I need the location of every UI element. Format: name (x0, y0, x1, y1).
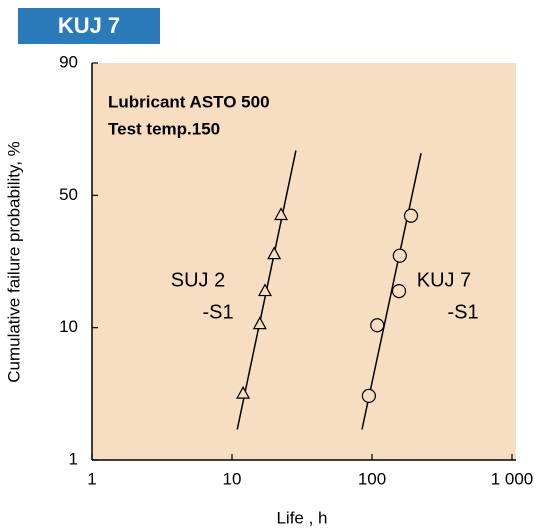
circle-marker (391, 284, 407, 299)
plot-background (92, 63, 516, 460)
series-label: -S1 (447, 301, 478, 323)
circle-marker (370, 318, 385, 333)
circle-marker (361, 388, 376, 404)
y-tick-label: 90 (59, 52, 78, 71)
triangle-marker (252, 316, 267, 330)
x-tick-label: 100 (358, 469, 386, 488)
x-tick-label: 1 000 (491, 469, 534, 488)
triangle-marker (267, 246, 282, 260)
series-label: -S1 (202, 301, 233, 323)
y-tick-label: 50 (59, 185, 78, 204)
y-tick-label: 1 (69, 449, 78, 468)
note: Test temp.150 (108, 119, 220, 138)
series-label: SUJ 2 (171, 269, 225, 291)
triangle-marker (236, 385, 251, 399)
circle-marker (403, 208, 419, 223)
series-label: KUJ 7 (417, 269, 471, 291)
badge-box (18, 8, 160, 44)
note: Lubricant ASTO 500 (108, 92, 270, 111)
fit-line (361, 153, 422, 430)
x-tick-label: 10 (223, 469, 242, 488)
x-axis-label: Life , h (276, 508, 327, 527)
badge: KUJ 7 (58, 13, 120, 38)
triangle-marker (257, 283, 272, 297)
y-axis-label: Cumulative failure probability, % (4, 141, 23, 383)
circle-marker (392, 248, 407, 263)
y-tick-label: 10 (59, 317, 78, 336)
triangle-marker (274, 207, 289, 221)
x-tick-label: 1 (87, 469, 96, 488)
